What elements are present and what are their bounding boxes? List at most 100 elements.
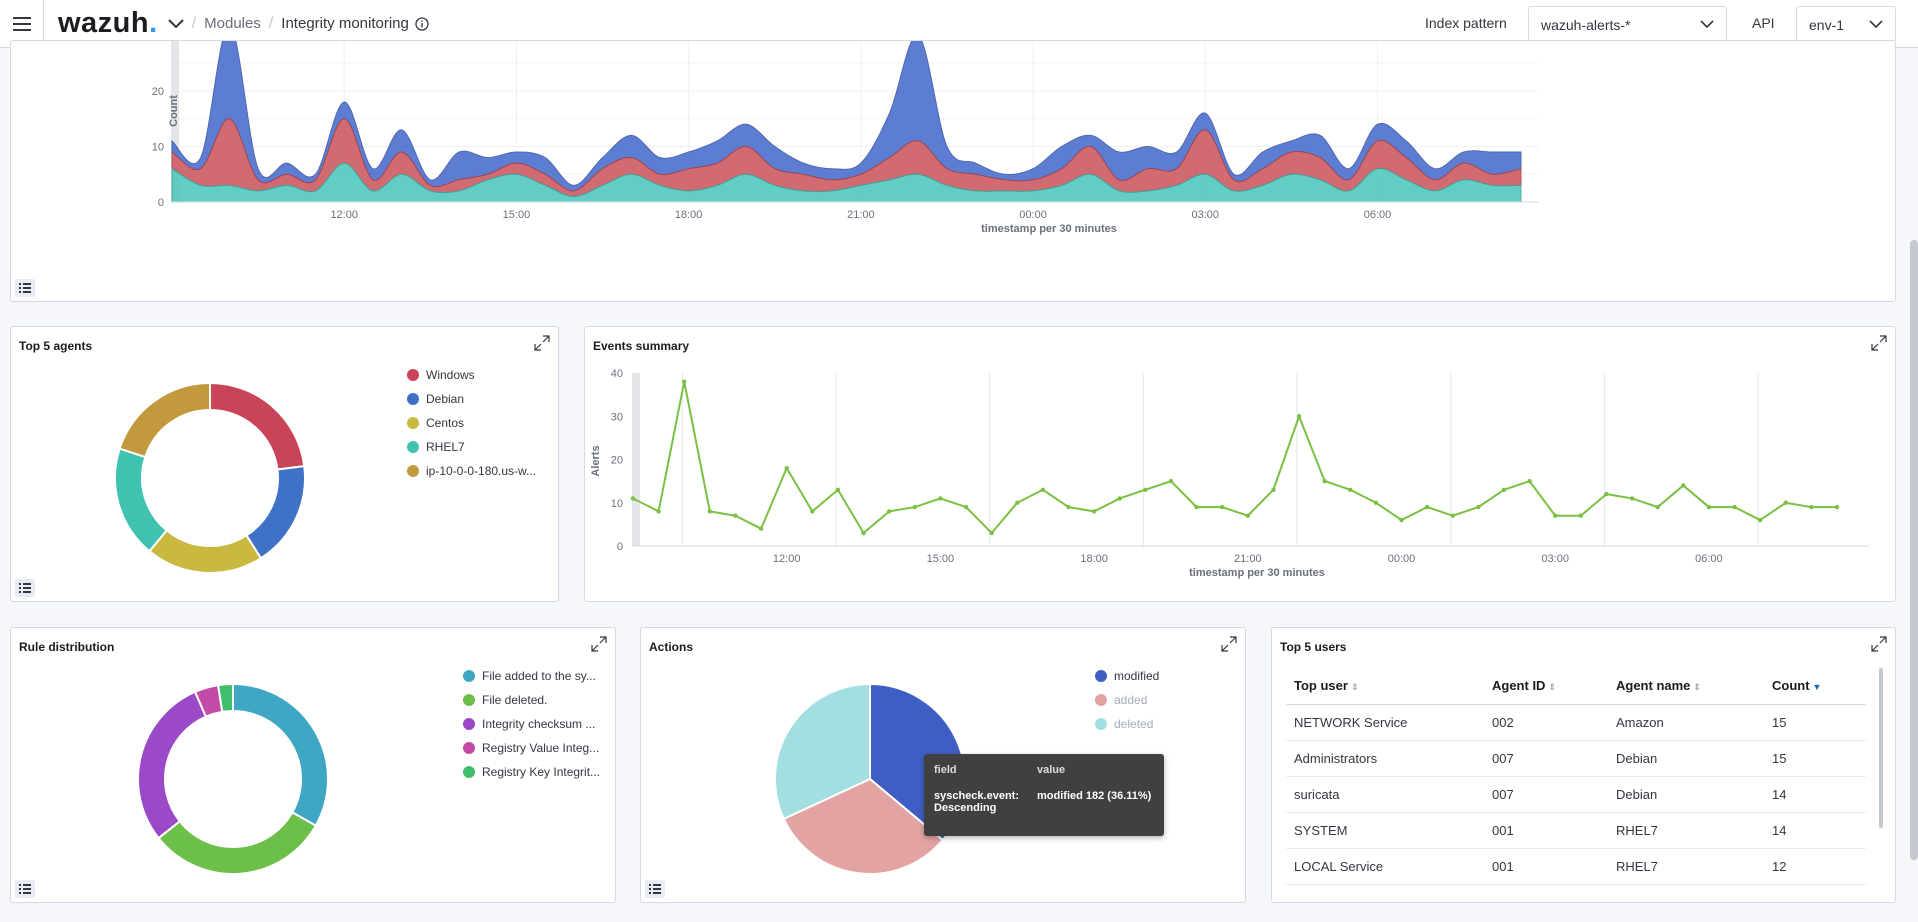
x-tick-label: 00:00 [1388, 553, 1416, 565]
data-point [1501, 487, 1507, 492]
legend-item[interactable]: Debian [407, 387, 536, 411]
table-cell: RHEL7 [1608, 812, 1764, 849]
legend-item[interactable]: added [1095, 688, 1159, 712]
rule-distribution-panel: Rule distribution File added to the sy..… [10, 627, 616, 903]
data-point [1296, 414, 1302, 419]
data-point [1757, 517, 1763, 523]
legend-toggle-button[interactable] [15, 579, 35, 597]
table-cell: 15 [1764, 704, 1866, 741]
data-point [1553, 513, 1558, 518]
breadcrumb-modules[interactable]: Modules [204, 15, 261, 32]
list-icon [649, 884, 661, 894]
legend-label: File deleted. [482, 693, 548, 707]
x-tick-label: 12:00 [773, 553, 801, 565]
y-tick-label: 0 [617, 541, 623, 553]
legend-toggle-button[interactable] [645, 880, 665, 898]
legend-item[interactable]: deleted [1095, 712, 1159, 736]
legend-dot-icon [407, 393, 419, 405]
breadcrumb-current: Integrity monitoring [281, 15, 409, 32]
data-point [1809, 504, 1814, 510]
wazuh-logo[interactable]: wazuh. [58, 7, 158, 39]
legend-item[interactable]: modified [1095, 664, 1159, 688]
data-point [1834, 504, 1840, 510]
data-point [861, 530, 866, 536]
table-row[interactable]: suricata 007 Debian 14 [1286, 776, 1866, 813]
legend-item[interactable]: Integrity checksum ... [463, 712, 600, 736]
column-header-count[interactable]: Count ▼ [1764, 668, 1866, 705]
data-point [784, 465, 789, 471]
legend-item[interactable]: Registry Value Integ... [463, 736, 600, 760]
legend-label: Centos [426, 416, 465, 430]
x-tick-label: 15:00 [927, 553, 955, 565]
legend-toggle-button[interactable] [15, 279, 35, 297]
actions-slice-3 [774, 682, 871, 821]
index-pattern-select[interactable]: wazuh-alerts-* [1528, 6, 1727, 43]
expand-icon[interactable] [1221, 636, 1237, 652]
data-point [1424, 504, 1430, 510]
agents-slice-5 [118, 381, 211, 459]
legend-dot-icon [463, 742, 475, 754]
page-scrollbar[interactable] [1910, 240, 1918, 860]
api-label: API [1752, 15, 1775, 31]
top-agents-donut [114, 381, 306, 574]
table-cell: 12 [1764, 848, 1866, 885]
chevron-down-icon [1700, 20, 1714, 29]
column-header-top-user[interactable]: Top user ⇕ [1286, 668, 1484, 705]
legend-item[interactable]: Centos [407, 411, 536, 435]
legend-label: deleted [1114, 717, 1154, 731]
expand-icon[interactable] [1871, 335, 1887, 351]
table-row[interactable]: LOCAL Service 001 RHEL7 12 [1286, 848, 1866, 885]
legend-label: modified [1114, 669, 1160, 683]
x-tick-label: 21:00 [1234, 553, 1262, 565]
table-cell: 14 [1764, 812, 1866, 849]
table-row[interactable]: SYSTEM 001 RHEL7 14 [1286, 812, 1866, 849]
data-point [810, 509, 815, 514]
x-tick-label: 18:00 [675, 209, 703, 221]
legend-item[interactable]: File deleted. [463, 688, 600, 712]
y-tick-label: 20 [611, 455, 623, 467]
y-axis-band [632, 373, 640, 546]
legend-dot-icon [407, 465, 419, 477]
table-row[interactable]: NETWORK Service 002 Amazon 15 [1286, 704, 1866, 741]
data-point [886, 509, 892, 514]
y-tick-label: 10 [152, 141, 164, 153]
legend-item[interactable]: Windows [407, 363, 536, 387]
panel-title: Rule distribution [19, 640, 115, 654]
expand-icon[interactable] [591, 636, 607, 652]
table-row[interactable]: Administrators 007 Debian 15 [1286, 740, 1866, 777]
table-cell: suricata [1286, 776, 1484, 813]
data-point [682, 379, 687, 384]
table-cell: Debian [1608, 776, 1764, 813]
data-point [1604, 491, 1609, 497]
column-header-agent-name[interactable]: Agent name ⇕ [1608, 668, 1764, 705]
data-point [912, 504, 917, 510]
column-header-agent-id[interactable]: Agent ID ⇕ [1484, 668, 1608, 705]
y-axis-title: Count [168, 95, 180, 127]
chevron-down-icon[interactable] [167, 18, 184, 29]
y-tick-label: 30 [611, 411, 623, 423]
info-icon[interactable] [415, 16, 429, 31]
expand-icon[interactable] [1871, 636, 1887, 652]
legend-item[interactable]: Registry Key Integrit... [463, 760, 600, 784]
legend-toggle-button[interactable] [15, 880, 35, 898]
legend-label: ip-10-0-0-180.us-w... [426, 464, 537, 478]
hamburger-menu-button[interactable] [0, 0, 44, 48]
legend-item[interactable]: File added to the sy... [463, 664, 600, 688]
x-tick-label: 03:00 [1541, 553, 1569, 565]
legend-dot-icon [463, 766, 475, 778]
y-axis-title: Alerts [590, 445, 602, 476]
y-tick-label: 40 [611, 368, 623, 380]
top-agents-legend: Windows Debian Centos RHEL7 ip-10-0-0-180.us… [407, 363, 536, 483]
expand-icon[interactable] [534, 335, 550, 351]
legend-item[interactable]: RHEL7 [407, 435, 536, 459]
table-scrollbar[interactable] [1879, 668, 1883, 828]
chart-tooltip: field value syscheck.event: Descending mod… [924, 754, 1164, 836]
legend-item[interactable]: ip-10-0-0-180.us-w... [407, 459, 536, 483]
rule-distribution-donut [137, 682, 329, 875]
agents-slice-1 [209, 381, 306, 471]
api-select[interactable]: env-1 [1796, 6, 1896, 43]
data-point [758, 526, 764, 531]
data-point [1168, 478, 1174, 484]
table-cell: Amazon [1608, 704, 1764, 741]
data-point [1348, 487, 1353, 492]
